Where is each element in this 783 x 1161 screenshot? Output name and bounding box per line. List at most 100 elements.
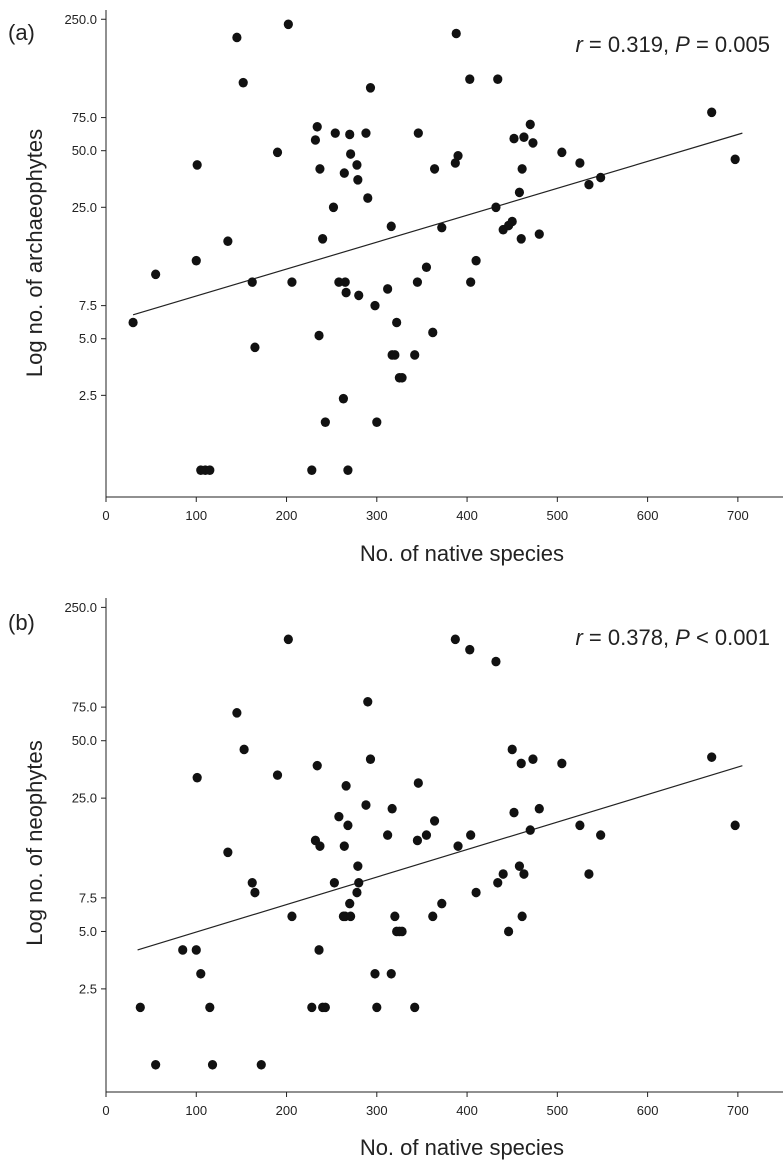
data-point	[514, 187, 525, 198]
data-point	[429, 164, 440, 174]
data-point	[363, 696, 373, 707]
x-axis-label: No. of native species	[360, 541, 564, 566]
data-point	[503, 926, 514, 937]
data-point	[421, 262, 432, 273]
data-point	[493, 877, 503, 888]
data-point	[352, 887, 362, 898]
annotation-part: = 0.378,	[583, 625, 675, 650]
annotation-part: P	[675, 32, 690, 57]
data-point	[516, 758, 526, 769]
data-point	[390, 350, 400, 360]
y-tick-label: 250.0	[64, 12, 97, 27]
y-axis-label: Log no. of neophytes	[22, 740, 47, 946]
data-point	[192, 160, 202, 170]
data-point	[471, 887, 481, 898]
data-point	[450, 634, 460, 645]
data-point	[413, 128, 423, 138]
data-point	[315, 164, 325, 174]
data-point	[534, 229, 544, 239]
data-point	[493, 74, 503, 84]
data-point	[534, 803, 544, 814]
data-point	[250, 342, 260, 353]
data-point	[345, 129, 355, 140]
y-tick-label: 75.0	[72, 110, 97, 125]
data-point	[557, 758, 567, 769]
data-point	[410, 350, 420, 360]
y-tick-label: 75.0	[72, 700, 97, 715]
regression-line	[132, 132, 743, 316]
data-point	[509, 133, 519, 144]
data-point	[428, 327, 438, 338]
panel-b: 0 100 200 300 400 500 600 700 2.5 5.0 7.5 25.0 50.0 7…	[8, 598, 783, 1160]
data-point	[466, 830, 476, 840]
data-point	[330, 128, 340, 138]
data-point	[345, 898, 355, 909]
x-tick-label: 600	[637, 508, 659, 523]
data-point	[386, 221, 396, 232]
data-point	[383, 830, 393, 840]
data-point	[584, 179, 594, 190]
data-point	[329, 877, 339, 888]
data-point	[365, 83, 376, 93]
correlation-annotation: r = 0.378, P < 0.001	[575, 625, 770, 650]
data-point	[307, 1002, 317, 1013]
data-point	[238, 77, 248, 88]
data-point	[397, 926, 407, 937]
data-point	[412, 835, 423, 846]
data-point	[428, 911, 438, 922]
data-point	[363, 193, 373, 203]
data-point	[239, 744, 249, 755]
annotation-part: < 0.001	[690, 625, 770, 650]
data-point	[223, 236, 233, 247]
data-point	[519, 869, 529, 879]
data-point	[525, 119, 535, 130]
data-point	[516, 233, 526, 244]
annotation-part: = 0.005	[690, 32, 770, 57]
data-point	[192, 772, 202, 783]
data-point	[223, 847, 233, 858]
data-point	[314, 330, 324, 341]
y-tick-label: 50.0	[72, 733, 97, 748]
data-point	[584, 869, 594, 879]
data-point	[528, 754, 538, 764]
x-axis-label: No. of native species	[360, 1135, 564, 1160]
data-point	[372, 1002, 382, 1013]
data-point	[596, 172, 606, 183]
data-point	[287, 277, 297, 287]
y-tick-label: 5.0	[79, 331, 97, 346]
data-point	[465, 74, 475, 84]
data-point	[310, 135, 321, 145]
data-point	[353, 861, 363, 871]
data-point	[346, 149, 356, 159]
data-point	[151, 269, 161, 280]
data-point	[256, 1059, 266, 1070]
data-point	[429, 816, 440, 826]
data-point	[707, 107, 717, 118]
data-point	[517, 911, 527, 922]
data-point	[320, 417, 330, 427]
data-point	[383, 284, 393, 294]
y-tick-label: 5.0	[79, 924, 97, 939]
data-point	[390, 911, 400, 922]
data-point	[312, 121, 322, 132]
data-point	[232, 32, 242, 43]
data-point	[498, 869, 508, 879]
x-tick-label: 100	[185, 508, 207, 523]
data-point	[410, 1002, 420, 1013]
data-point	[575, 820, 585, 831]
data-point	[334, 277, 344, 287]
data-point	[730, 820, 740, 831]
x-tick-label: 100	[185, 1103, 207, 1118]
y-axis-label: Log no. of archaeophytes	[22, 129, 47, 377]
data-point	[491, 202, 501, 213]
data-point	[318, 233, 328, 244]
data-point	[314, 945, 324, 955]
data-point	[509, 807, 519, 818]
data-point	[315, 841, 325, 851]
data-point	[207, 1059, 218, 1070]
data-point	[361, 800, 371, 810]
data-point	[247, 277, 257, 287]
data-point	[354, 290, 364, 301]
data-point	[514, 861, 525, 871]
data-point	[283, 634, 293, 645]
